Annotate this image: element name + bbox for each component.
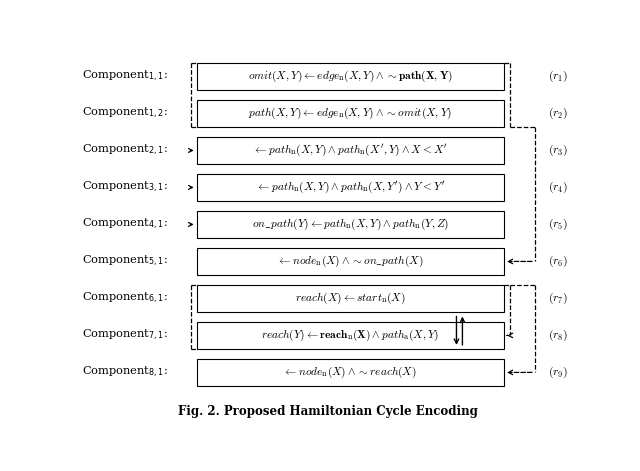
Text: Component$_{7,1}$:: Component$_{7,1}$: xyxy=(83,328,168,343)
FancyBboxPatch shape xyxy=(196,248,504,275)
Text: $(r_8)$: $(r_8)$ xyxy=(548,328,569,343)
Text: $\mathit{reach}(Y) \leftarrow \mathbf{reach}_{\mathrm{n}}\mathbf{(X)} \wedge \ma: $\mathit{reach}(Y) \leftarrow \mathbf{re… xyxy=(261,328,440,343)
FancyBboxPatch shape xyxy=(196,322,504,349)
Text: $(r_1)$: $(r_1)$ xyxy=(548,69,569,84)
Text: $\mathit{path}(X,Y) \leftarrow \mathit{edge}_{\mathrm{n}}(X,Y) \wedge {\sim}\mat: $\mathit{path}(X,Y) \leftarrow \mathit{e… xyxy=(248,106,452,121)
Text: $(r_3)$: $(r_3)$ xyxy=(548,143,569,158)
FancyBboxPatch shape xyxy=(196,174,504,201)
Text: Component$_{5,1}$:: Component$_{5,1}$: xyxy=(83,254,168,269)
Text: $\leftarrow \mathit{node}_{\mathrm{n}}(X) \wedge {\sim}\mathit{on\_path}(X)$: $\leftarrow \mathit{node}_{\mathrm{n}}(X… xyxy=(277,254,424,269)
FancyBboxPatch shape xyxy=(196,100,504,127)
Text: $(r_2)$: $(r_2)$ xyxy=(548,106,569,121)
FancyBboxPatch shape xyxy=(196,63,504,90)
FancyBboxPatch shape xyxy=(196,358,504,386)
Text: Component$_{1,2}$:: Component$_{1,2}$: xyxy=(83,106,168,121)
Text: $(r_6)$: $(r_6)$ xyxy=(548,254,569,269)
Text: $(r_5)$: $(r_5)$ xyxy=(548,217,569,232)
FancyBboxPatch shape xyxy=(196,211,504,238)
Text: $\mathit{on\_path}(Y) \leftarrow \mathit{path}_{\mathrm{n}}(X,Y) \wedge \mathit{: $\mathit{on\_path}(Y) \leftarrow \mathit… xyxy=(252,217,449,232)
Text: Component$_{6,1}$:: Component$_{6,1}$: xyxy=(83,291,168,306)
Text: Component$_{2,1}$:: Component$_{2,1}$: xyxy=(83,143,168,158)
Text: $(r_7)$: $(r_7)$ xyxy=(548,291,569,306)
Text: Fig. 2. Proposed Hamiltonian Cycle Encoding: Fig. 2. Proposed Hamiltonian Cycle Encod… xyxy=(178,405,478,418)
FancyBboxPatch shape xyxy=(196,137,504,164)
Text: $(r_4)$: $(r_4)$ xyxy=(548,180,569,195)
Text: $\mathit{omit}(X,Y) \leftarrow \mathit{edge}_{\mathrm{n}}(X,Y) \wedge {\sim}\mat: $\mathit{omit}(X,Y) \leftarrow \mathit{e… xyxy=(248,69,453,84)
Text: $(r_9)$: $(r_9)$ xyxy=(548,365,569,380)
Text: $\mathit{reach}(X) \leftarrow \mathit{start}_{\mathrm{n}}(X)$: $\mathit{reach}(X) \leftarrow \mathit{st… xyxy=(295,291,406,306)
Text: Component$_{8,1}$:: Component$_{8,1}$: xyxy=(83,365,168,380)
Text: Component$_{1,1}$:: Component$_{1,1}$: xyxy=(83,69,168,84)
Text: $\leftarrow \mathit{node}_{\mathrm{n}}(X) \wedge {\sim}\mathit{reach}(X)$: $\leftarrow \mathit{node}_{\mathrm{n}}(X… xyxy=(284,365,417,380)
Text: Component$_{3,1}$:: Component$_{3,1}$: xyxy=(83,180,168,195)
Text: Component$_{4,1}$:: Component$_{4,1}$: xyxy=(83,217,168,232)
Text: $\leftarrow \mathit{path}_{\mathrm{n}}(X,Y) \wedge \mathit{path}_{\mathrm{n}}(X,: $\leftarrow \mathit{path}_{\mathrm{n}}(X… xyxy=(256,180,445,195)
Text: $\leftarrow \mathit{path}_{\mathrm{n}}(X,Y) \wedge \mathit{path}_{\mathrm{n}}(X^: $\leftarrow \mathit{path}_{\mathrm{n}}(X… xyxy=(253,143,448,158)
FancyBboxPatch shape xyxy=(196,284,504,312)
